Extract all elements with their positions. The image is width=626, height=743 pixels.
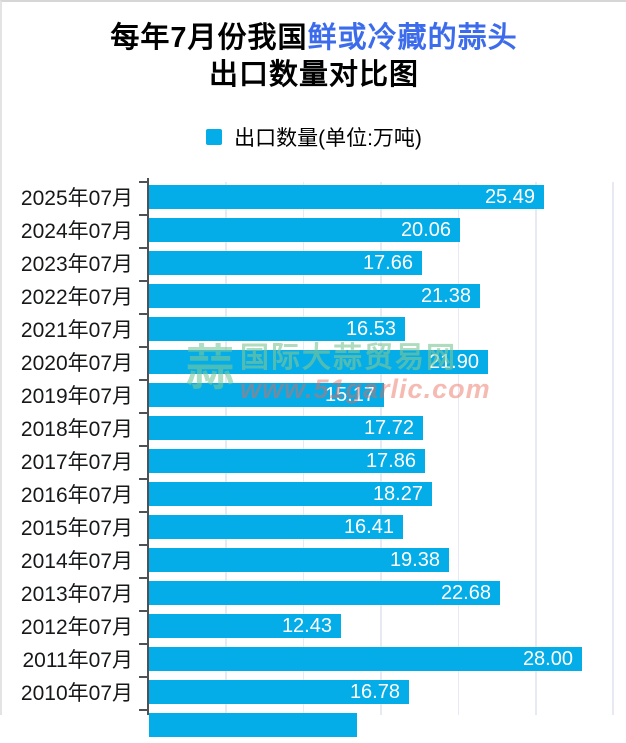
bar-value-label: 15.17 [324,383,375,406]
chart-row: 2024年07月 20.06 [2,215,626,248]
category-label: 2015年07月 [20,517,133,540]
title-highlight: 鲜或冷藏的蒜头 [307,22,518,54]
chart-row: 2020年07月 21.90 [2,347,626,380]
bar[interactable]: 15.17 [149,383,384,407]
axis-tick [139,577,147,579]
bar[interactable]: 17.86 [149,449,425,473]
category-label: 2021年07月 [20,319,133,342]
axis-tick [139,478,147,480]
chart-row: 2019年07月 15.17 [2,380,626,413]
axis-tick [139,214,147,216]
bar[interactable]: 22.68 [149,581,500,605]
gridline-30 [612,182,614,715]
bar-value-label: 16.53 [345,317,396,340]
chart-row: 2011年07月 28.00 [2,644,626,677]
bar[interactable]: 17.66 [149,251,422,275]
category-label: 2023年07月 [20,253,133,276]
axis-tick [139,247,147,249]
bar[interactable]: 12.43 [149,614,341,638]
axis-tick [139,445,147,447]
bar-value-label: 12.43 [281,614,332,637]
axis-tick [139,676,147,678]
bar-value-label: 17.66 [362,251,413,274]
chart-row: 2016年07月 18.27 [2,479,626,512]
legend-item[interactable]: 出口数量(单位:万吨) [2,122,626,152]
bar-value-label: 16.41 [343,515,394,538]
bar[interactable]: 17.72 [149,416,423,440]
axis-tick [139,181,147,183]
bar[interactable]: 16.78 [149,680,409,704]
bar-value-label: 19.38 [389,548,440,571]
gridline-10 [302,182,305,715]
axis-tick [139,280,147,282]
bar[interactable]: 19.38 [149,548,449,572]
chart-row: 2025年07月 25.49 [2,182,626,215]
category-label: 2013年07月 [20,583,133,606]
bar[interactable]: 21.38 [149,284,480,308]
bar[interactable]: 21.90 [149,350,488,374]
gridline-25 [535,182,537,715]
bar-value-label: 20.06 [400,218,451,241]
category-label: 2025年07月 [20,187,133,210]
legend-label: 出口数量(单位:万吨) [234,127,422,150]
category-label: 2010年07月 [20,682,133,705]
axis-tick [139,379,147,381]
title-prefix: 每年7月份我国 [110,22,308,54]
bar-value-label: 28.00 [522,647,573,670]
category-label: 2018年07月 [20,418,133,441]
category-label: 2020年07月 [20,352,133,375]
category-label: 2017年07月 [20,451,133,474]
bar-value-label: 18.27 [372,482,423,505]
bar[interactable]: 16.53 [149,317,405,341]
chart-row: 2022年07月 21.38 [2,281,626,314]
gridline-15 [380,182,382,715]
chart-row: 2018年07月 17.72 [2,413,626,446]
category-label: 2024年07月 [20,220,133,243]
bar-value-label: 17.86 [365,449,416,472]
bar[interactable]: 28.00 [149,647,582,671]
gridline-20 [457,182,460,715]
chart-row: 2013年07月 22.68 [2,578,626,611]
axis-tick [139,544,147,546]
legend-swatch-icon [206,129,223,145]
bar-value-label: 16.78 [349,680,400,703]
chart-row: 2023年07月 17.66 [2,248,626,281]
bar-value-label: 17.72 [363,416,414,439]
axis-tick [139,412,147,414]
chart-title: 每年7月份我国鲜或冷藏的蒜头 出口数量对比图 [2,20,626,94]
chart-row: 2014年07月 19.38 [2,545,626,578]
bar-value-label: 22.68 [440,581,491,604]
bar-value-label: 25.49 [484,185,535,208]
axis-tick [139,313,147,315]
category-label: 2012年07月 [20,616,133,639]
chart-row: 2010年07月 16.78 [2,677,626,710]
axis-tick [139,511,147,513]
y-axis-line [147,178,149,715]
axis-tick [139,610,147,612]
axis-tick [139,709,147,711]
chart-row: 2021年07月 16.53 [2,314,626,347]
category-label: 2019年07月 [20,385,133,408]
category-label: 2014年07月 [20,550,133,573]
axis-tick [139,346,147,348]
chart-row: 2015年07月 16.41 [2,512,626,545]
title-line2: 出口数量对比图 [208,59,419,91]
bar[interactable] [149,713,357,737]
bar[interactable]: 25.49 [149,185,544,209]
gridline-5 [225,182,227,715]
chart-row: 2012年07月 12.43 [2,611,626,644]
category-label: 2022年07月 [20,286,133,309]
category-label: 2011年07月 [22,649,133,672]
bar[interactable]: 16.41 [149,515,403,539]
category-label: 2016年07月 [20,484,133,507]
axis-tick [139,643,147,645]
chart-row: 2017年07月 17.86 [2,446,626,479]
bar[interactable]: 20.06 [149,218,460,242]
bar-value-label: 21.38 [420,284,471,307]
bar[interactable]: 18.27 [149,482,432,506]
bar-value-label: 21.90 [428,350,479,373]
